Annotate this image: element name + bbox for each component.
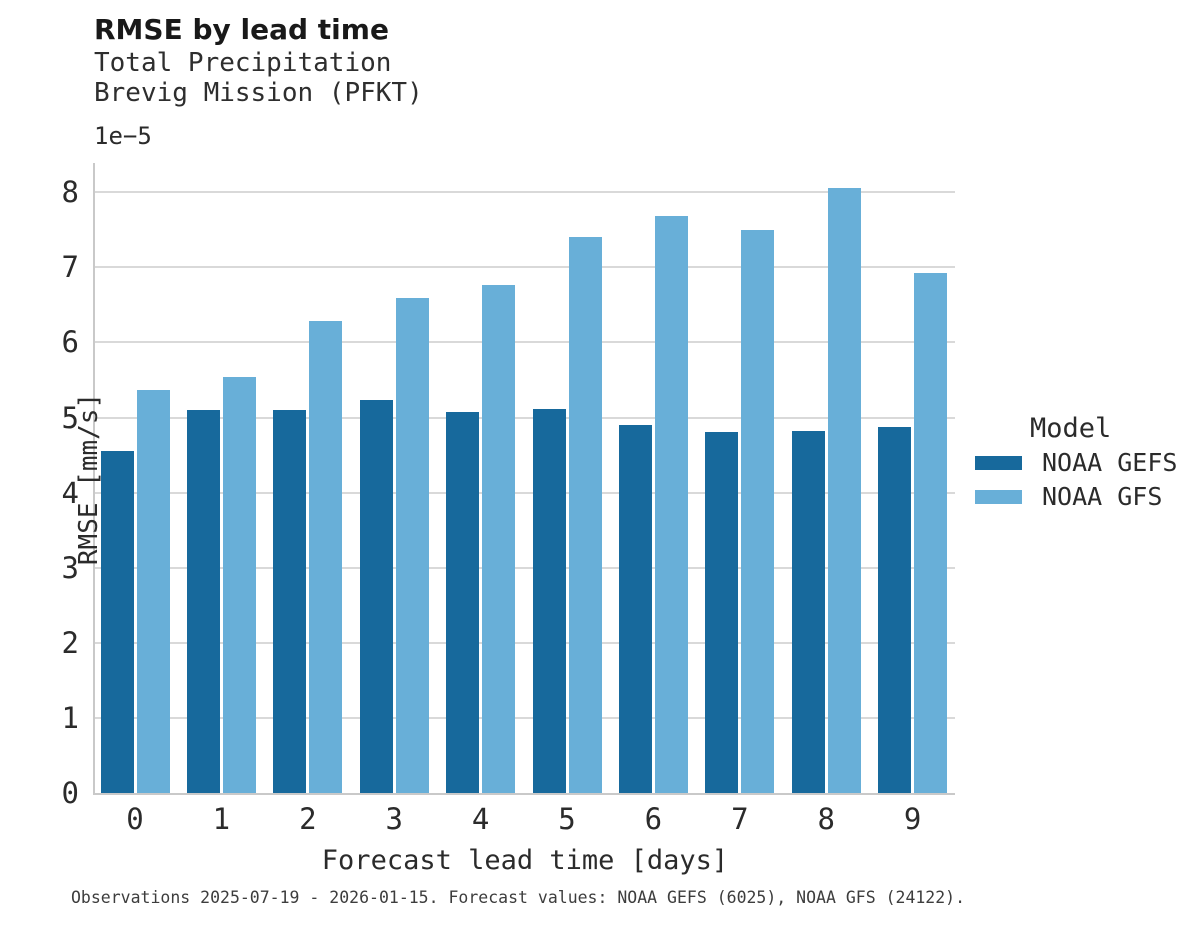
gridline-y-8 xyxy=(95,191,955,194)
bar-noaa-gefs-day-1 xyxy=(186,410,220,793)
x-axis-title: Forecast lead time [days] xyxy=(321,845,729,876)
x-tick-6: 6 xyxy=(644,802,663,836)
bar-noaa-gefs-day-7 xyxy=(705,431,739,793)
chart-title: RMSE by lead time xyxy=(94,13,389,46)
bar-noaa-gefs-day-2 xyxy=(273,410,307,793)
chart-subtitle-station: Brevig Mission (PFKT) xyxy=(94,78,423,108)
plot-area xyxy=(93,163,955,795)
gridline-y-4 xyxy=(95,491,955,494)
gridline-y-3 xyxy=(95,566,955,569)
y-axis-spine xyxy=(93,163,95,795)
y-tick-0: 0 xyxy=(61,776,79,810)
bar-noaa-gfs-day-3 xyxy=(395,298,429,793)
x-tick-5: 5 xyxy=(558,802,576,836)
x-tick-2: 2 xyxy=(299,802,317,836)
bar-noaa-gefs-day-3 xyxy=(359,400,393,793)
caption: Observations 2025-07-19 - 2026-01-15. Fo… xyxy=(71,888,966,907)
bar-noaa-gfs-day-0 xyxy=(136,389,170,793)
bar-noaa-gfs-day-4 xyxy=(482,285,516,793)
bar-noaa-gefs-day-4 xyxy=(446,412,480,793)
bar-noaa-gefs-day-5 xyxy=(532,408,566,793)
bar-noaa-gefs-day-6 xyxy=(618,425,652,793)
bar-noaa-gfs-day-1 xyxy=(222,377,256,793)
y-tick-4: 4 xyxy=(61,475,79,510)
gridline-y-1 xyxy=(95,716,955,719)
bar-noaa-gfs-day-9 xyxy=(914,272,948,793)
y-tick-1: 1 xyxy=(61,700,79,735)
x-axis-spine xyxy=(93,793,955,795)
gridline-y-2 xyxy=(95,641,955,644)
y-tick-7: 7 xyxy=(61,250,79,285)
y-tick-3: 3 xyxy=(61,550,79,585)
bar-noaa-gfs-day-6 xyxy=(654,215,688,793)
x-tick-0: 0 xyxy=(126,802,144,836)
x-tick-1: 1 xyxy=(212,802,231,836)
legend-item-label: NOAA GFS xyxy=(1042,482,1163,511)
gridline-y-5 xyxy=(95,416,955,419)
y-tick-6: 6 xyxy=(61,325,79,360)
legend-item-noaa-gfs: NOAA GFS xyxy=(960,484,1195,510)
legend-item-noaa-gefs: NOAA GEFS xyxy=(960,450,1195,476)
y-tick-8: 8 xyxy=(61,175,79,210)
x-tick-3: 3 xyxy=(385,802,403,836)
y-tick-2: 2 xyxy=(61,625,79,660)
bar-noaa-gefs-day-0 xyxy=(100,450,134,793)
x-tick-4: 4 xyxy=(471,802,490,836)
x-tick-8: 8 xyxy=(817,802,835,836)
bar-noaa-gefs-day-9 xyxy=(878,427,912,793)
gridline-y-7 xyxy=(95,266,955,269)
bar-noaa-gfs-day-7 xyxy=(741,229,775,793)
bar-noaa-gfs-day-2 xyxy=(309,320,343,793)
bar-noaa-gfs-day-8 xyxy=(827,187,861,793)
x-tick-9: 9 xyxy=(903,802,922,836)
y-tick-5: 5 xyxy=(61,400,79,435)
y-axis-title: RMSE [mm/s] xyxy=(74,392,104,566)
bar-noaa-gefs-day-8 xyxy=(791,431,825,793)
legend-item-label: NOAA GEFS xyxy=(1042,448,1178,477)
legend-swatch-icon xyxy=(975,456,1022,470)
gridline-y-6 xyxy=(95,341,955,344)
chart-subtitle-variable: Total Precipitation xyxy=(94,48,392,78)
x-tick-7: 7 xyxy=(731,802,749,836)
legend-swatch-icon xyxy=(975,490,1022,504)
bar-noaa-gfs-day-5 xyxy=(568,236,602,793)
legend-title: Model xyxy=(1030,413,1112,444)
y-axis-offset-label: 1e−5 xyxy=(94,122,152,150)
